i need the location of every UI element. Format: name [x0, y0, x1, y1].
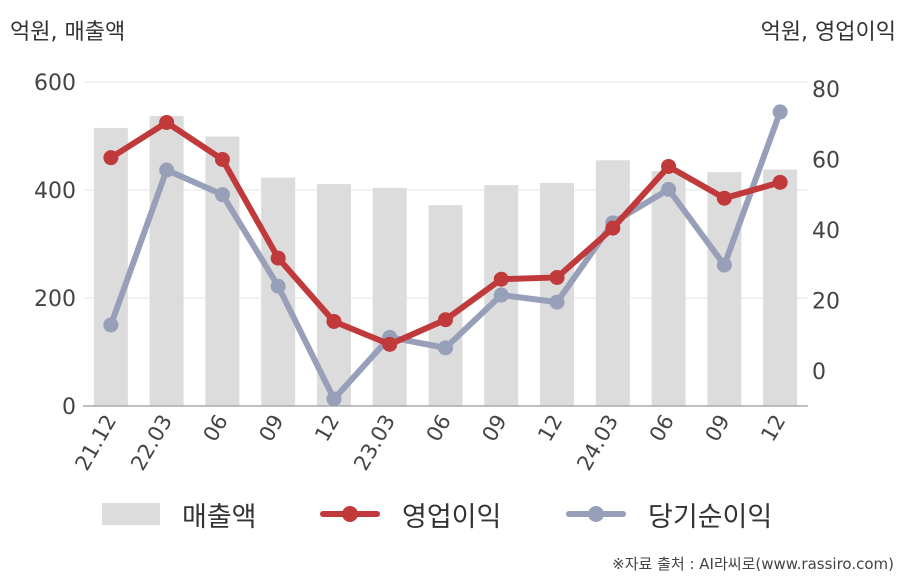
- point-net-profit: [326, 391, 342, 407]
- legend-item-net-profit: 당기순이익: [566, 494, 772, 534]
- right-tick-label: 20: [812, 289, 840, 314]
- left-tick-label: 600: [34, 71, 76, 96]
- point-operating-profit: [326, 313, 342, 329]
- bar-revenue: [707, 172, 742, 406]
- bar-revenue: [595, 160, 630, 406]
- point-net-profit: [493, 287, 509, 303]
- bar-revenue: [540, 182, 575, 406]
- point-net-profit: [772, 104, 788, 120]
- bar-revenue: [763, 169, 798, 406]
- x-tick-label: 09: [701, 411, 735, 446]
- revenue-bars: [93, 116, 798, 407]
- point-net-profit: [159, 162, 175, 178]
- legend: 매출액 영업이익 당기순이익: [0, 494, 908, 534]
- source-note: ※자료 출처 : AI라씨로(www.rassiro.com): [612, 555, 894, 573]
- x-tick-label: 22.03: [126, 411, 177, 475]
- bar-revenue: [651, 171, 686, 406]
- bar-revenue: [93, 127, 128, 407]
- left-tick-label: 0: [62, 395, 76, 420]
- legend-item-operating-profit: 영업이익: [320, 494, 501, 534]
- point-operating-profit: [270, 250, 286, 266]
- right-tick-label: 40: [812, 219, 840, 244]
- point-operating-profit: [103, 150, 119, 166]
- point-net-profit: [103, 317, 119, 333]
- point-operating-profit: [549, 269, 565, 285]
- point-net-profit: [438, 340, 453, 356]
- point-operating-profit: [661, 158, 677, 174]
- x-tick-label: 06: [199, 411, 233, 446]
- x-tick-label: 21.12: [70, 411, 121, 475]
- point-operating-profit: [214, 151, 230, 167]
- left-axis-unit-label: 억원, 매출액: [10, 20, 126, 45]
- bar-revenue: [428, 205, 463, 406]
- point-net-profit: [214, 187, 230, 203]
- legend-label-revenue: 매출액: [182, 501, 257, 533]
- legend-label-operating-profit: 영업이익: [402, 501, 502, 533]
- x-tick-label: 06: [645, 411, 679, 446]
- x-tick-label: 09: [254, 411, 288, 446]
- point-operating-profit: [382, 336, 398, 352]
- legend-label-net-profit: 당기순이익: [648, 501, 773, 533]
- legend-swatch-revenue: [102, 503, 160, 525]
- point-net-profit: [270, 278, 286, 294]
- x-tick-label: 24.03: [572, 411, 623, 475]
- bar-revenue: [316, 184, 351, 406]
- point-operating-profit: [493, 271, 509, 287]
- left-tick-label: 400: [34, 179, 76, 204]
- x-tick-label: 06: [422, 411, 456, 446]
- right-tick-label: 80: [812, 78, 840, 103]
- x-tick-label: 12: [310, 411, 344, 446]
- x-tick-label: 12: [533, 411, 567, 446]
- point-net-profit: [661, 181, 677, 197]
- x-tick-label: 12: [756, 411, 790, 446]
- right-tick-label: 0: [812, 360, 826, 385]
- point-operating-profit: [438, 312, 453, 328]
- right-axis-unit-label: 억원, 영업이익: [760, 20, 896, 45]
- point-operating-profit: [605, 220, 621, 236]
- profit-lines: [103, 104, 788, 407]
- bar-revenue: [149, 116, 184, 407]
- point-net-profit: [549, 294, 565, 310]
- point-operating-profit: [716, 190, 732, 206]
- left-tick-label: 200: [34, 287, 76, 312]
- point-operating-profit: [159, 114, 175, 130]
- x-tick-label: 23.03: [349, 411, 400, 475]
- legend-item-revenue: 매출액: [102, 494, 257, 534]
- legend-swatch-net-profit: [566, 503, 626, 525]
- point-net-profit: [716, 257, 732, 273]
- point-operating-profit: [772, 174, 788, 190]
- legend-swatch-operating-profit: [320, 503, 380, 525]
- bar-revenue: [372, 187, 407, 406]
- x-tick-label: 09: [477, 411, 511, 446]
- right-tick-label: 60: [812, 148, 840, 173]
